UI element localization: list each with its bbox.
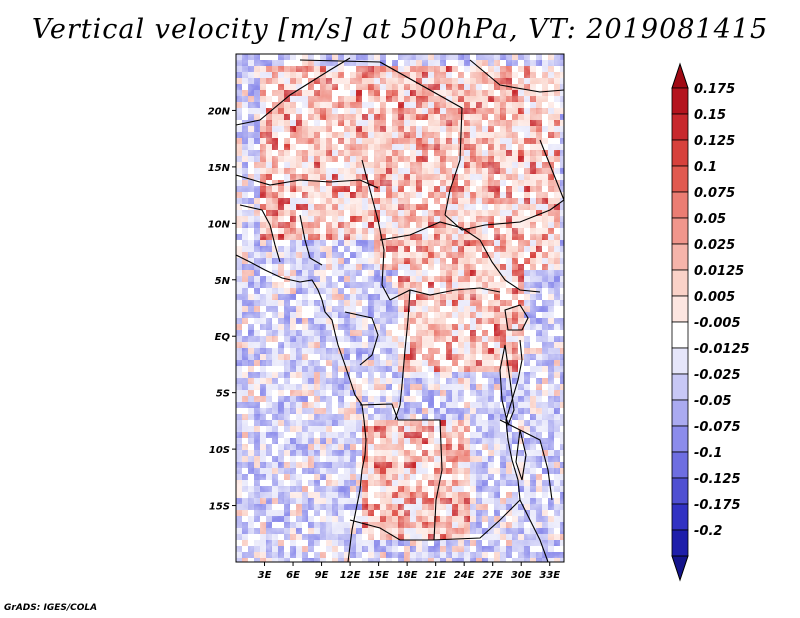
colorbar-swatch	[671, 269, 689, 297]
colorbar-bottom-arrow	[671, 555, 689, 582]
colorbar-label: 0.15	[694, 108, 726, 123]
colorbar-label: 0.0125	[694, 264, 744, 279]
border-7	[379, 221, 541, 293]
colorbar-swatch	[671, 113, 689, 141]
colorbar-label: 0.005	[694, 290, 735, 305]
vertical-velocity-field	[236, 54, 564, 562]
lat-tick-label: 5N	[215, 276, 231, 287]
border-14	[349, 519, 434, 541]
map-title: Vertical velocity [m/s] at 500hPa, VT: 2…	[31, 14, 769, 45]
colorbar: 0.175 0.15 0.125 0.1 0.075 0.05 0.025 0.0125 0.0…	[671, 62, 750, 582]
lon-tick-label: 21E	[425, 570, 446, 581]
border-8	[444, 199, 564, 231]
lake-malawi	[515, 429, 527, 481]
colorbar-label: -0.0125	[694, 342, 750, 357]
coastline-east	[505, 339, 549, 562]
colorbar-top-arrow	[671, 62, 689, 89]
colorbar-label: -0.05	[694, 394, 731, 409]
colorbar-label: -0.005	[694, 316, 741, 331]
lake-tanganyika	[499, 344, 515, 427]
colorbar-label: -0.2	[694, 524, 722, 539]
lon-tick-label: 24E	[454, 570, 475, 581]
lon-tick-label: 6E	[286, 570, 300, 581]
colorbar-label: -0.025	[694, 368, 741, 383]
lat-tick-label: 20N	[208, 106, 231, 117]
colorbar-label: 0.125	[694, 134, 735, 149]
colorbar-swatch	[671, 139, 689, 167]
lat-tick-label: 10S	[209, 445, 230, 456]
colorbar-swatch	[671, 451, 689, 479]
lon-tick-label: 9E	[315, 570, 329, 581]
lat-tick-label: 15N	[208, 163, 231, 174]
border-5	[299, 214, 323, 266]
lon-tick-label: 33E	[539, 570, 560, 581]
border-1	[299, 59, 463, 216]
colorbar-label: -0.175	[694, 498, 741, 513]
lat-tick-label: 10N	[208, 219, 231, 230]
coastlines-and-borders	[236, 57, 564, 562]
colorbar-label: 0.1	[694, 160, 717, 175]
lat-tick-label: 15S	[209, 502, 230, 513]
border-2	[236, 57, 351, 126]
colorbar-label: 0.05	[694, 212, 726, 227]
lat-tick-label: EQ	[215, 332, 231, 343]
colorbar-label: 0.075	[694, 186, 735, 201]
colorbar-swatch	[671, 191, 689, 219]
lon-tick-label: 30E	[511, 570, 532, 581]
colorbar-label: 0.025	[694, 238, 735, 253]
border-4	[239, 204, 281, 263]
colorbar-swatch	[671, 399, 689, 427]
colorbar-swatch	[671, 243, 689, 271]
colorbar-swatch	[671, 165, 689, 193]
border-6	[361, 159, 391, 301]
colorbar-label: -0.1	[694, 446, 722, 461]
border-15	[499, 419, 553, 501]
border-10	[344, 311, 379, 366]
colorbar-swatch	[671, 373, 689, 401]
grads-credit: GrADS: IGES/COLA	[4, 603, 98, 613]
colorbar-swatch	[671, 217, 689, 245]
colorbar-swatch	[671, 347, 689, 375]
border-9	[389, 287, 501, 301]
map-frame	[235, 53, 565, 563]
colorbar-swatch	[671, 295, 689, 323]
border-3	[236, 174, 379, 189]
colorbar-swatch	[671, 321, 689, 349]
lon-tick-label: 12E	[340, 570, 361, 581]
colorbar-swatch	[671, 425, 689, 453]
lon-tick-label: 3E	[258, 570, 272, 581]
colorbar-swatch	[671, 503, 689, 531]
colorbar-label: 0.175	[694, 82, 735, 97]
lon-tick-label: 15E	[368, 570, 389, 581]
latitude-axis: 20N 15N 10N 5N EQ 5S 10S 15S	[208, 106, 236, 513]
border-11	[394, 289, 411, 421]
border-17	[539, 139, 564, 201]
colorbar-swatch	[671, 87, 689, 115]
border-13	[431, 499, 521, 541]
coastline	[236, 254, 367, 562]
colorbar-swatch	[671, 529, 689, 557]
colorbar-swatch	[671, 477, 689, 505]
lon-tick-label: 27E	[482, 570, 503, 581]
longitude-axis: 3E 6E 9E 12E 15E 18E 21E 24E 27E 30E 33E	[258, 562, 560, 581]
lake-victoria	[504, 304, 529, 331]
border-12	[359, 403, 443, 541]
lat-tick-label: 5S	[216, 389, 230, 400]
lon-tick-label: 18E	[397, 570, 418, 581]
border-16	[469, 59, 564, 93]
colorbar-label: -0.125	[694, 472, 741, 487]
colorbar-label: -0.075	[694, 420, 741, 435]
